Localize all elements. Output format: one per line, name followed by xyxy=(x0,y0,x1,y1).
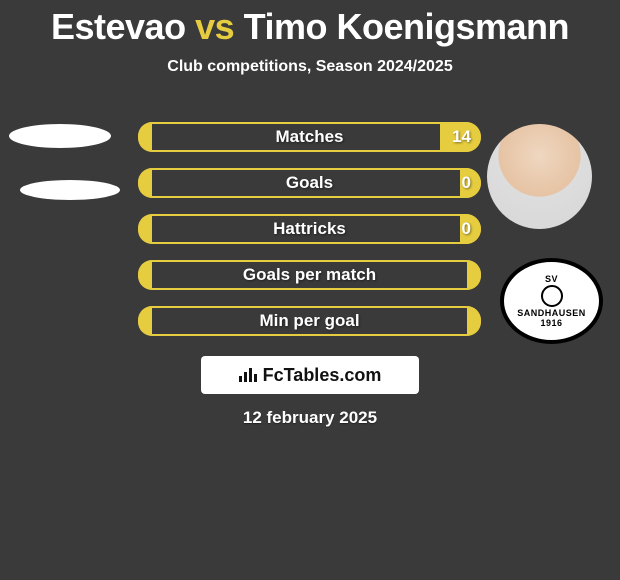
bar-chart-icon xyxy=(239,368,257,382)
snapshot-date: 12 february 2025 xyxy=(0,408,620,428)
stat-bar-value-right: 0 xyxy=(462,168,471,198)
crest-line3: 1916 xyxy=(540,318,562,328)
stat-bar: Matches14 xyxy=(138,122,481,152)
stat-bar-value-right: 0 xyxy=(462,214,471,244)
page-root: Estevao vs Timo Koenigsmann Club competi… xyxy=(0,0,620,580)
stat-bar: Hattricks0 xyxy=(138,214,481,244)
crest-line1: SV xyxy=(545,274,558,284)
stats-panel: Matches14Goals0Hattricks0Goals per match… xyxy=(138,122,481,352)
stat-bar-value-right: 14 xyxy=(452,122,471,152)
left-team-crest-placeholder xyxy=(20,180,120,200)
stat-bar-label: Goals per match xyxy=(138,260,481,290)
title-player1: Estevao xyxy=(51,6,186,47)
stat-bar-label: Matches xyxy=(138,122,481,152)
crest-line2: SANDHAUSEN xyxy=(517,308,586,318)
page-title: Estevao vs Timo Koenigsmann xyxy=(0,0,620,48)
stat-bar-label: Goals xyxy=(138,168,481,198)
stat-bar: Min per goal xyxy=(138,306,481,336)
subtitle: Club competitions, Season 2024/2025 xyxy=(0,58,620,76)
title-player2: Timo Koenigsmann xyxy=(244,6,569,47)
title-vs: vs xyxy=(195,6,234,47)
stat-bar: Goals per match xyxy=(138,260,481,290)
crest-icon xyxy=(541,285,563,307)
right-team-crest: SV SANDHAUSEN 1916 xyxy=(500,258,603,344)
left-player-avatar-placeholder xyxy=(9,124,111,148)
stat-bar-label: Min per goal xyxy=(138,306,481,336)
fctables-logo: FcTables.com xyxy=(201,356,419,394)
fctables-logo-text: FcTables.com xyxy=(263,365,382,386)
right-player-avatar xyxy=(487,124,592,229)
stat-bar: Goals0 xyxy=(138,168,481,198)
stat-bar-label: Hattricks xyxy=(138,214,481,244)
